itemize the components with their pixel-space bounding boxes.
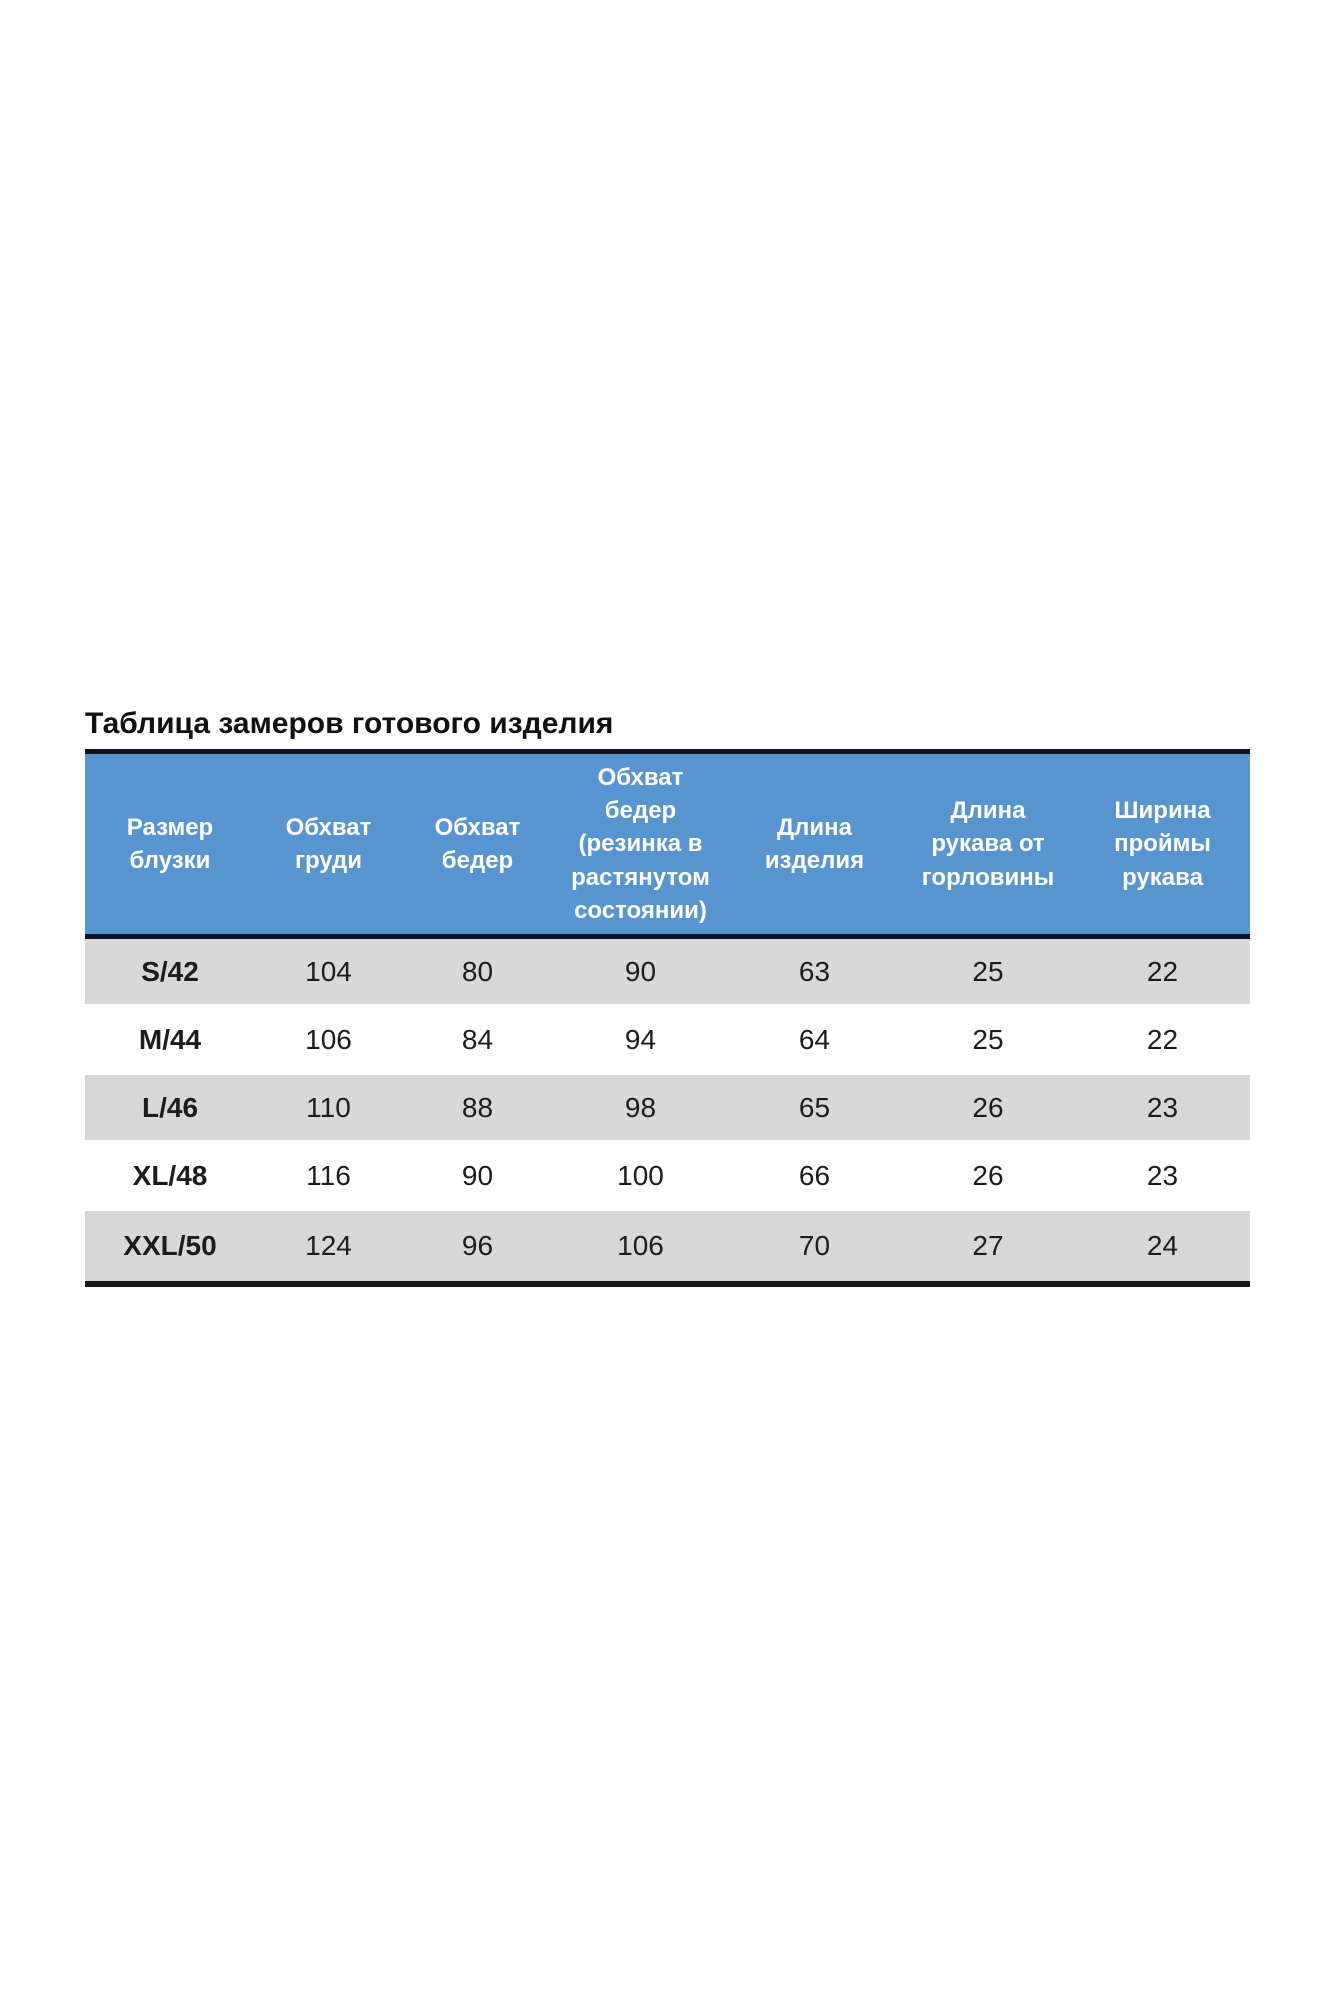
- length-value: 66: [728, 1143, 901, 1211]
- chest-value: 124: [255, 1211, 402, 1281]
- hips-value: 84: [402, 1007, 553, 1075]
- hips-stretched-value: 106: [553, 1211, 728, 1281]
- column-header-hips-stretched: Обхват бедер (резинка в растянутом состо…: [553, 754, 728, 939]
- size-label: S/42: [85, 939, 255, 1007]
- hips-stretched-value: 94: [553, 1007, 728, 1075]
- sleeve-length-value: 25: [901, 1007, 1075, 1075]
- table-row: L/46 110 88 98 65 26 23: [85, 1075, 1250, 1143]
- hips-stretched-value: 100: [553, 1143, 728, 1211]
- table-header-row: Размер блузки Обхват груди Обхват бедер …: [85, 754, 1250, 939]
- hips-value: 80: [402, 939, 553, 1007]
- length-value: 64: [728, 1007, 901, 1075]
- size-label: XXL/50: [85, 1211, 255, 1281]
- table-row: XXL/50 124 96 106 70 27 24: [85, 1211, 1250, 1281]
- table-row: M/44 106 84 94 64 25 22: [85, 1007, 1250, 1075]
- chest-value: 116: [255, 1143, 402, 1211]
- size-label: L/46: [85, 1075, 255, 1143]
- sleeve-length-value: 26: [901, 1143, 1075, 1211]
- column-header-size: Размер блузки: [85, 754, 255, 939]
- column-header-chest: Обхват груди: [255, 754, 402, 939]
- table-row: XL/48 116 90 100 66 26 23: [85, 1143, 1250, 1211]
- armhole-width-value: 23: [1075, 1143, 1250, 1211]
- page-title: Таблица замеров готового изделия: [85, 707, 614, 740]
- hips-value: 90: [402, 1143, 553, 1211]
- sleeve-length-value: 26: [901, 1075, 1075, 1143]
- length-value: 63: [728, 939, 901, 1007]
- sleeve-length-value: 25: [901, 939, 1075, 1007]
- size-measurements-table: Размер блузки Обхват груди Обхват бедер …: [85, 749, 1250, 1287]
- column-header-armhole-width: Ширина проймы рукава: [1075, 754, 1250, 939]
- hips-value: 96: [402, 1211, 553, 1281]
- sleeve-length-value: 27: [901, 1211, 1075, 1281]
- column-header-length: Длина изделия: [728, 754, 901, 939]
- column-header-hips: Обхват бедер: [402, 754, 553, 939]
- armhole-width-value: 22: [1075, 939, 1250, 1007]
- armhole-width-value: 23: [1075, 1075, 1250, 1143]
- chest-value: 106: [255, 1007, 402, 1075]
- armhole-width-value: 22: [1075, 1007, 1250, 1075]
- size-chart-section: Таблица замеров готового изделия Размер …: [85, 706, 1250, 1287]
- column-header-sleeve-length: Длина рукава от горловины: [901, 754, 1075, 939]
- armhole-width-value: 24: [1075, 1211, 1250, 1281]
- chest-value: 110: [255, 1075, 402, 1143]
- hips-value: 88: [402, 1075, 553, 1143]
- size-label: XL/48: [85, 1143, 255, 1211]
- chest-value: 104: [255, 939, 402, 1007]
- length-value: 65: [728, 1075, 901, 1143]
- table-row: S/42 104 80 90 63 25 22: [85, 939, 1250, 1007]
- length-value: 70: [728, 1211, 901, 1281]
- hips-stretched-value: 90: [553, 939, 728, 1007]
- size-label: M/44: [85, 1007, 255, 1075]
- hips-stretched-value: 98: [553, 1075, 728, 1143]
